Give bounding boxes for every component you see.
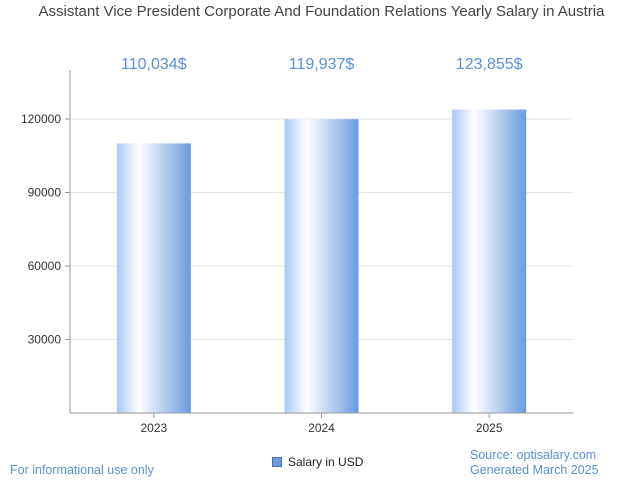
axes — [65, 70, 573, 418]
generated-text: Generated March 2025 — [470, 463, 599, 477]
y-tick-label: 90000 — [28, 186, 62, 200]
bar — [284, 119, 359, 413]
source-text: Source: optisalary.com — [470, 448, 597, 462]
disclaimer-text: For informational use only — [10, 463, 154, 477]
legend: Salary in USD — [272, 455, 363, 469]
bar — [116, 143, 191, 414]
y-tick-label: 120000 — [21, 112, 61, 126]
x-tick-label: 2023 — [140, 421, 167, 435]
chart-title: Assistant Vice President Corporate And F… — [38, 3, 605, 20]
bar — [452, 109, 527, 414]
y-tick-label: 30000 — [28, 333, 62, 347]
legend-swatch — [272, 457, 282, 467]
data-label: 119,937$ — [289, 56, 355, 73]
y-tick-label: 60000 — [28, 259, 62, 273]
legend-label: Salary in USD — [288, 455, 364, 469]
data-label: 110,034$ — [121, 56, 187, 73]
x-tick-label: 2024 — [308, 421, 335, 435]
x-tick-label: 2025 — [476, 421, 503, 435]
bars — [116, 109, 527, 414]
labels: 30000 60000 90000 120000 2023 110,034$ 2024 119… — [21, 56, 523, 435]
source-block: Source: optisalary.com Generated March 2… — [470, 448, 599, 478]
data-label: 123,855$ — [456, 56, 523, 73]
